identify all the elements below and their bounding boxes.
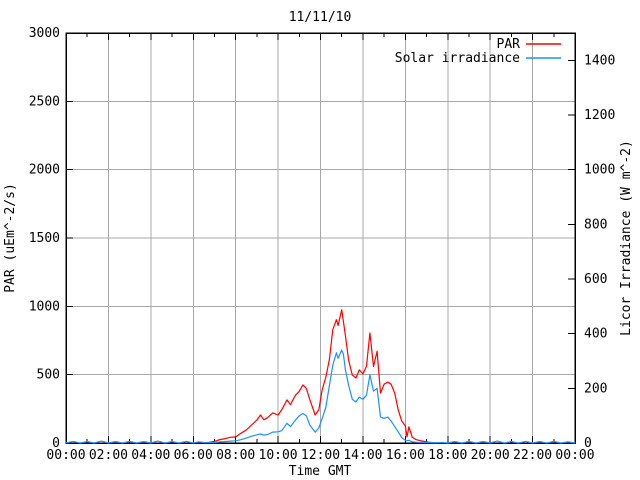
x-axis-label: Time GMT: [289, 464, 352, 479]
x-tick-label: 00:00: [555, 448, 594, 463]
y-right-tick-label: 600: [584, 272, 607, 287]
x-tick-label: 20:00: [471, 448, 510, 463]
y-left-tick-label: 2500: [29, 94, 60, 109]
series-line-par: [203, 309, 438, 444]
y-right-tick-label: 800: [584, 217, 607, 232]
tick-labels: 00:00 02:00 04:00 06:00 08:00 10:00 12:00 14:00…: [29, 26, 616, 463]
y-left-tick-label: 1500: [29, 231, 60, 246]
y-left-tick-label: 0: [52, 436, 60, 451]
y-right-tick-label: 1400: [584, 53, 615, 68]
x-tick-label: 04:00: [131, 448, 170, 463]
x-tick-label: 14:00: [343, 448, 382, 463]
y-left-axis-label: PAR (uEm^-2/s): [3, 183, 18, 293]
x-tick-label: 22:00: [513, 448, 552, 463]
gridlines: [66, 33, 575, 443]
y-right-axis-label: Licor Irradiance (W m^-2): [619, 140, 634, 336]
legend-label-solar: Solar irradiance: [395, 51, 520, 66]
y-right-tick-label: 0: [584, 436, 592, 451]
y-right-tick-label: 1200: [584, 108, 615, 123]
x-tick-label: 10:00: [259, 448, 298, 463]
x-tick-label: 16:00: [386, 448, 425, 463]
x-tick-label: 12:00: [301, 448, 340, 463]
y-right-tick-label: 200: [584, 381, 607, 396]
series-line-solar-irradiance: [65, 349, 576, 444]
y-right-tick-label: 1000: [584, 163, 615, 178]
y-left-tick-label: 1000: [29, 299, 60, 314]
legend: PAR Solar irradiance: [395, 37, 561, 66]
x-tick-label: 06:00: [174, 448, 213, 463]
x-tick-label: 18:00: [428, 448, 467, 463]
series-lines: [65, 309, 576, 444]
x-tick-label: 08:00: [216, 448, 255, 463]
y-right-tick-label: 400: [584, 327, 607, 342]
legend-label-par: PAR: [497, 37, 521, 52]
x-tick-label: 02:00: [89, 448, 128, 463]
y-left-tick-label: 2000: [29, 163, 60, 178]
y-left-tick-label: 3000: [29, 26, 60, 41]
chart-title: 11/11/10: [289, 10, 352, 25]
x-tick-label: 00:00: [46, 448, 85, 463]
y-left-tick-label: 500: [37, 368, 60, 383]
